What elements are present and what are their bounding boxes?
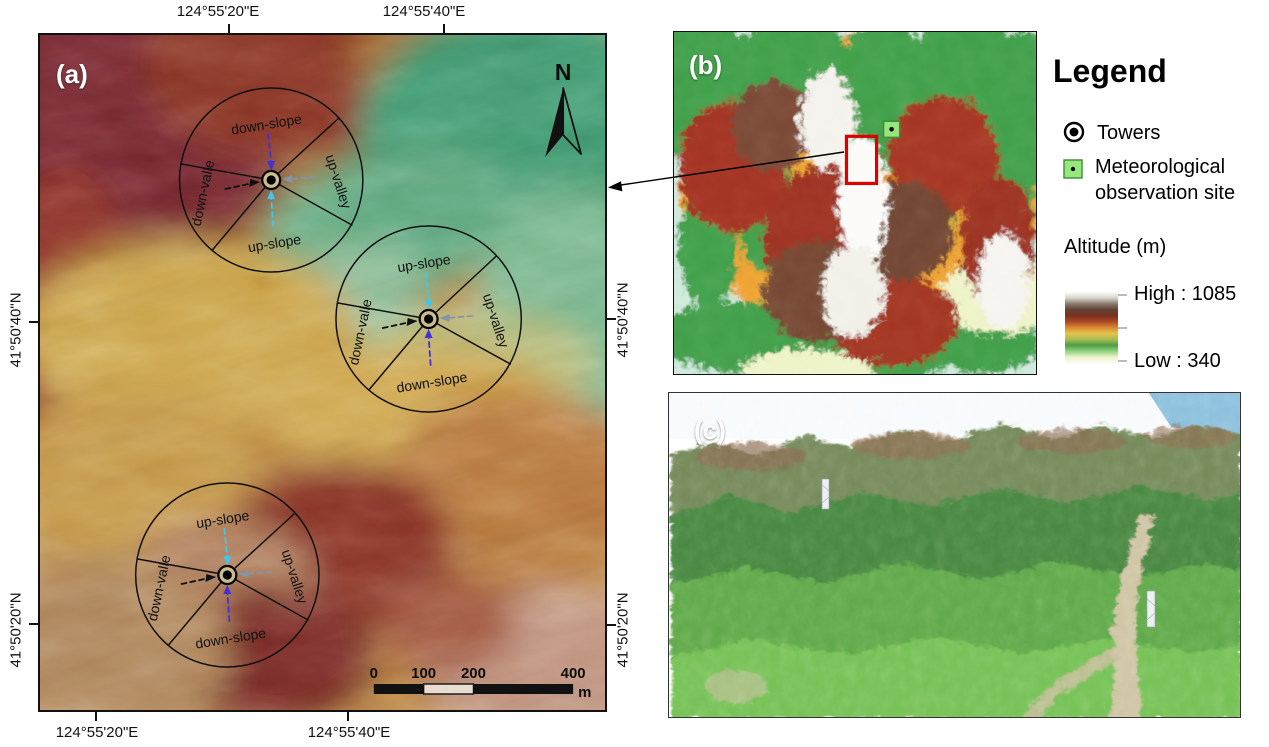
down-slope-wind-arrow	[267, 133, 273, 164]
down-valley-wind-arrow	[180, 577, 211, 585]
tower-legend-icon	[1063, 121, 1085, 143]
legend-towers-label: Towers	[1097, 122, 1161, 144]
up-valley-wind-arrow	[445, 315, 474, 319]
scale-tick-200: 200	[461, 665, 486, 682]
lon-label-bottom-1: 124°55'20"E	[55, 724, 139, 741]
scale-bar-segment	[473, 684, 574, 694]
down-valley-wind-arrowhead	[205, 574, 217, 582]
north-arrow-left-half	[545, 88, 564, 157]
altitude-color-ramp	[1065, 292, 1127, 363]
lat-label-left-1: 41°50'40"N	[7, 292, 25, 368]
photo-tower-1	[821, 478, 830, 510]
tick-left-1	[29, 321, 38, 323]
altitude-low-label: Low : 340	[1134, 350, 1221, 372]
up-slope-wind-arrowhead	[267, 190, 276, 199]
lat-label-left-2: 41°50'20"N	[7, 592, 25, 668]
up-slope-wind-arrow	[270, 196, 275, 227]
site-photo-panel: (c)	[668, 392, 1241, 718]
down-valley-wind-arrow	[381, 321, 412, 329]
study-area-extent-box	[844, 134, 879, 186]
down-slope-wind-arrow	[226, 591, 231, 622]
lon-label-top-1: 124°55'20"E	[176, 3, 260, 20]
down-valley-wind-arrow	[224, 182, 255, 190]
sector-circle	[335, 225, 523, 413]
down-valley-wind-arrowhead	[249, 179, 261, 187]
north-arrow: N	[545, 59, 582, 157]
panel-label-b: (b)	[689, 50, 723, 80]
altitude-high-label: High : 1085	[1134, 283, 1237, 305]
sector-circle	[134, 482, 320, 668]
scale-tick-0: 0	[370, 665, 378, 682]
lon-label-top-2: 124°55'40"E	[382, 3, 466, 20]
tower-marker	[266, 175, 276, 185]
scale-bar-segment	[373, 684, 424, 694]
up-slope-wind-arrowhead	[223, 556, 232, 565]
tick-left-2	[29, 623, 38, 625]
overview-map	[674, 32, 1036, 374]
north-arrow-label: N	[555, 59, 572, 85]
tick-right-2	[607, 624, 616, 626]
up-slope-wind-arrow	[424, 272, 430, 303]
lat-label-right-2: 41°50'20"N	[614, 592, 632, 668]
scale-bar: 0 100 200 400 m	[370, 665, 592, 701]
down-slope-wind-arrowhead	[223, 585, 232, 594]
study-area-map: down-slope up-slope up-valley down-valle	[40, 35, 605, 710]
legend-title: Legend	[1053, 53, 1167, 89]
sector-lines	[136, 512, 309, 646]
up-valley-wind-arrowhead	[282, 175, 293, 183]
tick-bottom-1	[95, 712, 97, 721]
down-slope-wind-arrowhead	[424, 329, 433, 338]
down-slope-wind-arrow	[427, 335, 432, 366]
sector-circle	[178, 87, 364, 273]
hillshade-streaks	[40, 35, 605, 710]
up-valley-wind-arrow	[244, 571, 273, 575]
extent-connector-arrowhead	[608, 181, 623, 192]
photo-tower-2	[1146, 590, 1156, 628]
overview-texture	[674, 32, 1036, 374]
down-slope-wind-arrowhead	[267, 161, 276, 171]
lat-label-right-1: 41°50'40"N	[614, 282, 632, 358]
panel-label-c: (c)	[694, 415, 726, 445]
scale-bar-segment	[422, 683, 475, 695]
up-slope-wind-arrowhead	[424, 300, 433, 309]
legend-met-site-label-line2: observation site	[1095, 182, 1236, 204]
sector-lines	[337, 255, 512, 391]
tick-bottom-2	[347, 712, 349, 721]
scale-tick-400: 400	[561, 665, 586, 682]
scale-tick-100: 100	[411, 665, 436, 682]
tick-right-1	[607, 318, 616, 320]
legend-met-site-label-line1: Meteorological	[1095, 156, 1226, 178]
north-arrow-right-half	[562, 87, 582, 155]
tick-top-1	[228, 24, 230, 33]
photo-canopy-texture	[669, 393, 1240, 717]
scale-unit: m	[578, 684, 591, 701]
altitude-title: Altitude (m)	[1064, 236, 1167, 258]
tower-marker	[222, 570, 232, 580]
tick-top-2	[443, 24, 445, 33]
up-slope-wind-arrow	[223, 528, 229, 559]
panel-label-a: (a)	[56, 59, 88, 89]
down-valley-wind-arrowhead	[406, 318, 418, 326]
site-photo	[669, 393, 1240, 717]
overview-map-panel: (b)	[673, 31, 1037, 375]
up-valley-wind-arrow	[288, 176, 316, 180]
met-site-legend-icon	[1063, 159, 1083, 179]
lon-label-bottom-2: 124°55'40"E	[307, 724, 391, 741]
up-valley-wind-arrowhead	[238, 570, 249, 578]
study-area-map-panel: down-slope up-slope up-valley down-valle	[38, 33, 607, 712]
tower-marker	[424, 314, 434, 324]
met-site-marker	[882, 120, 901, 139]
sector-lines	[180, 117, 353, 251]
up-valley-wind-arrowhead	[439, 314, 450, 322]
